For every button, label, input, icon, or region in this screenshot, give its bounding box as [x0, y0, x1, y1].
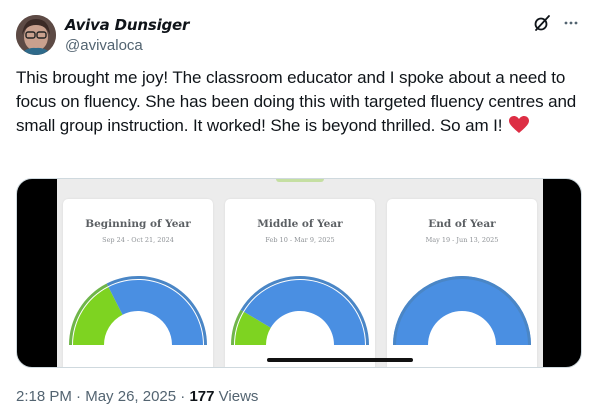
- grok-icon[interactable]: [533, 14, 551, 32]
- avatar[interactable]: [16, 15, 56, 55]
- home-indicator: [267, 358, 413, 362]
- card-dates: Sep 24 - Oct 21, 2024: [102, 236, 174, 244]
- gauge-end: [393, 276, 531, 345]
- gauge-card-end: End of Year May 19 - Jun 13, 2025: [387, 199, 537, 367]
- card-dates: Feb 10 - Mar 9, 2025: [265, 236, 335, 244]
- screenshot-content: Beginning of Year Sep 24 - Oct 21, 2024 …: [57, 179, 543, 367]
- tweet-time[interactable]: 2:18 PM: [16, 388, 72, 405]
- gauge-segment-green: [235, 311, 271, 345]
- media-image[interactable]: Beginning of Year Sep 24 - Oct 21, 2024 …: [16, 178, 582, 368]
- card-dates: May 19 - Jun 13, 2025: [425, 236, 499, 244]
- gauge-segment-blue: [108, 280, 203, 345]
- gauge-segment-blue: [393, 276, 531, 345]
- tweet-meta: 2:18 PM · May 26, 2025 · 177 Views: [16, 388, 258, 406]
- tweet-date[interactable]: May 26, 2025: [85, 388, 177, 405]
- gauge-card-middle: Middle of Year Feb 10 - Mar 9, 2025: [225, 199, 375, 367]
- card-title: Beginning of Year: [85, 218, 191, 230]
- tweet-text: This brought me joy! The classroom educa…: [16, 66, 582, 141]
- gauge-beginning: [69, 276, 207, 345]
- author-info: Aviva Dunsiger @avivaloca: [65, 16, 189, 55]
- gauge-segment-blue: [244, 280, 365, 345]
- heart-icon: [509, 116, 530, 141]
- card-title: End of Year: [428, 218, 496, 230]
- meta-separator: ·: [180, 388, 186, 405]
- gauge-rim-green: [231, 309, 244, 345]
- gauge-rim-green: [69, 283, 109, 345]
- meta-separator: ·: [76, 388, 82, 405]
- gauge-middle: [231, 276, 369, 345]
- author-name[interactable]: Aviva Dunsiger: [65, 16, 190, 34]
- tweet-body: This brought me joy! The classroom educa…: [16, 68, 577, 135]
- gauge-segment-green: [73, 287, 123, 345]
- gauge-card-beginning: Beginning of Year Sep 24 - Oct 21, 2024: [63, 199, 213, 367]
- gauge-rim-blue: [106, 276, 207, 345]
- card-title: Middle of Year: [257, 218, 343, 230]
- top-actions: [533, 14, 579, 32]
- avatar-image: [16, 15, 56, 55]
- author-handle[interactable]: @avivaloca: [65, 37, 143, 54]
- views-label: Views: [218, 388, 259, 405]
- top-accent-bar: [276, 179, 324, 182]
- more-icon[interactable]: [563, 15, 579, 31]
- views-count: 177: [189, 388, 215, 405]
